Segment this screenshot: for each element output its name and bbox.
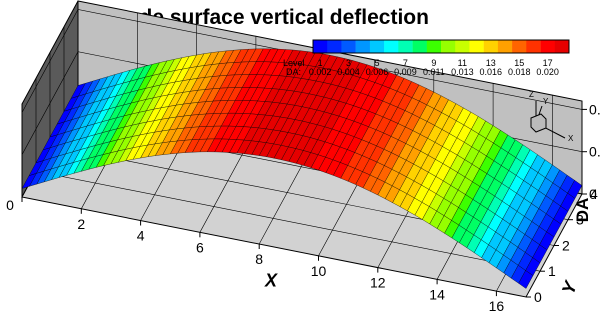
x-tick-label: 10 (311, 263, 327, 279)
y-tick-label: 2 (562, 237, 570, 253)
triad-x-label: X (568, 134, 574, 143)
surface-mesh (21, 48, 583, 289)
legend-swatch (341, 40, 356, 53)
x-tick-label: 2 (77, 216, 85, 232)
triad-y-label: Y (543, 97, 549, 106)
legend-swatch (540, 40, 556, 53)
legend-swatch (441, 40, 456, 53)
legend-swatch (313, 40, 328, 53)
legend-da-value: 0.002 (309, 67, 332, 77)
triad-z-label: Z (529, 90, 534, 99)
x-tick-label: 16 (489, 298, 505, 314)
legend-level-value: 13 (486, 58, 496, 68)
legend-da-value: 0.016 (480, 67, 503, 77)
legend (312, 39, 570, 54)
x-tick-label: 12 (370, 275, 386, 291)
x-tick-label: 4 (137, 228, 145, 244)
legend-swatch (384, 40, 399, 53)
y-tick-label: 3 (576, 212, 584, 228)
legend-level-value: 3 (346, 58, 351, 68)
legend-da-label: DA: (286, 67, 301, 77)
legend-level-value: 15 (514, 58, 524, 68)
z-tick-label: 0 (589, 186, 597, 202)
legend-swatch (327, 40, 342, 53)
legend-swatch (426, 40, 442, 53)
legend-da-value: 0.006 (366, 67, 389, 77)
legend-swatch (412, 40, 428, 53)
legend-level-value: 17 (543, 58, 553, 68)
z-axis-label: DA (573, 198, 592, 223)
legend-level-value: 5 (374, 58, 379, 68)
legend-da-value: 0.020 (536, 67, 559, 77)
orientation-triad (530, 101, 566, 139)
legend-swatch (554, 40, 570, 53)
z-tick-label: 0.01 (589, 144, 601, 160)
legend-swatch (512, 40, 527, 53)
x-tick-label: 6 (196, 239, 204, 255)
legend-da-value: 0.011 (423, 67, 445, 77)
legend-swatch (398, 40, 413, 53)
z-tick-label: 0.02 (589, 101, 601, 117)
legend-level-value: 1 (318, 58, 323, 68)
legend-swatch (369, 40, 385, 53)
legend-level-value: 9 (431, 58, 436, 68)
legend-da-value: 0.013 (451, 67, 474, 77)
y-tick-label: 0 (534, 289, 542, 305)
y-axis-label: Y (558, 277, 582, 297)
legend-level-value: 11 (458, 58, 467, 68)
grid-line-z (21, 9, 583, 113)
legend-swatch (455, 40, 470, 53)
legend-level-value: 7 (403, 58, 408, 68)
legend-da-value: 0.009 (394, 67, 417, 77)
legend-level-label: Level (283, 58, 305, 68)
legend-frame (312, 39, 570, 54)
legend-swatch (526, 40, 541, 53)
legend-swatch (497, 40, 513, 53)
legend-swatch (483, 40, 499, 53)
legend-da-value: 0.004 (337, 67, 360, 77)
x-axis-label: X (264, 270, 278, 290)
legend-da-value: 0.018 (508, 67, 531, 77)
surface-cell (518, 270, 534, 289)
y-tick-label: 4 (590, 186, 598, 202)
legend-swatch (355, 40, 371, 53)
x-tick-label: 0 (6, 197, 14, 213)
y-tick-label: 1 (548, 263, 556, 279)
x-tick-label: 14 (429, 286, 445, 302)
legend-swatch (469, 40, 484, 53)
x-tick-label: 8 (255, 251, 263, 267)
triad-cube (530, 113, 547, 133)
